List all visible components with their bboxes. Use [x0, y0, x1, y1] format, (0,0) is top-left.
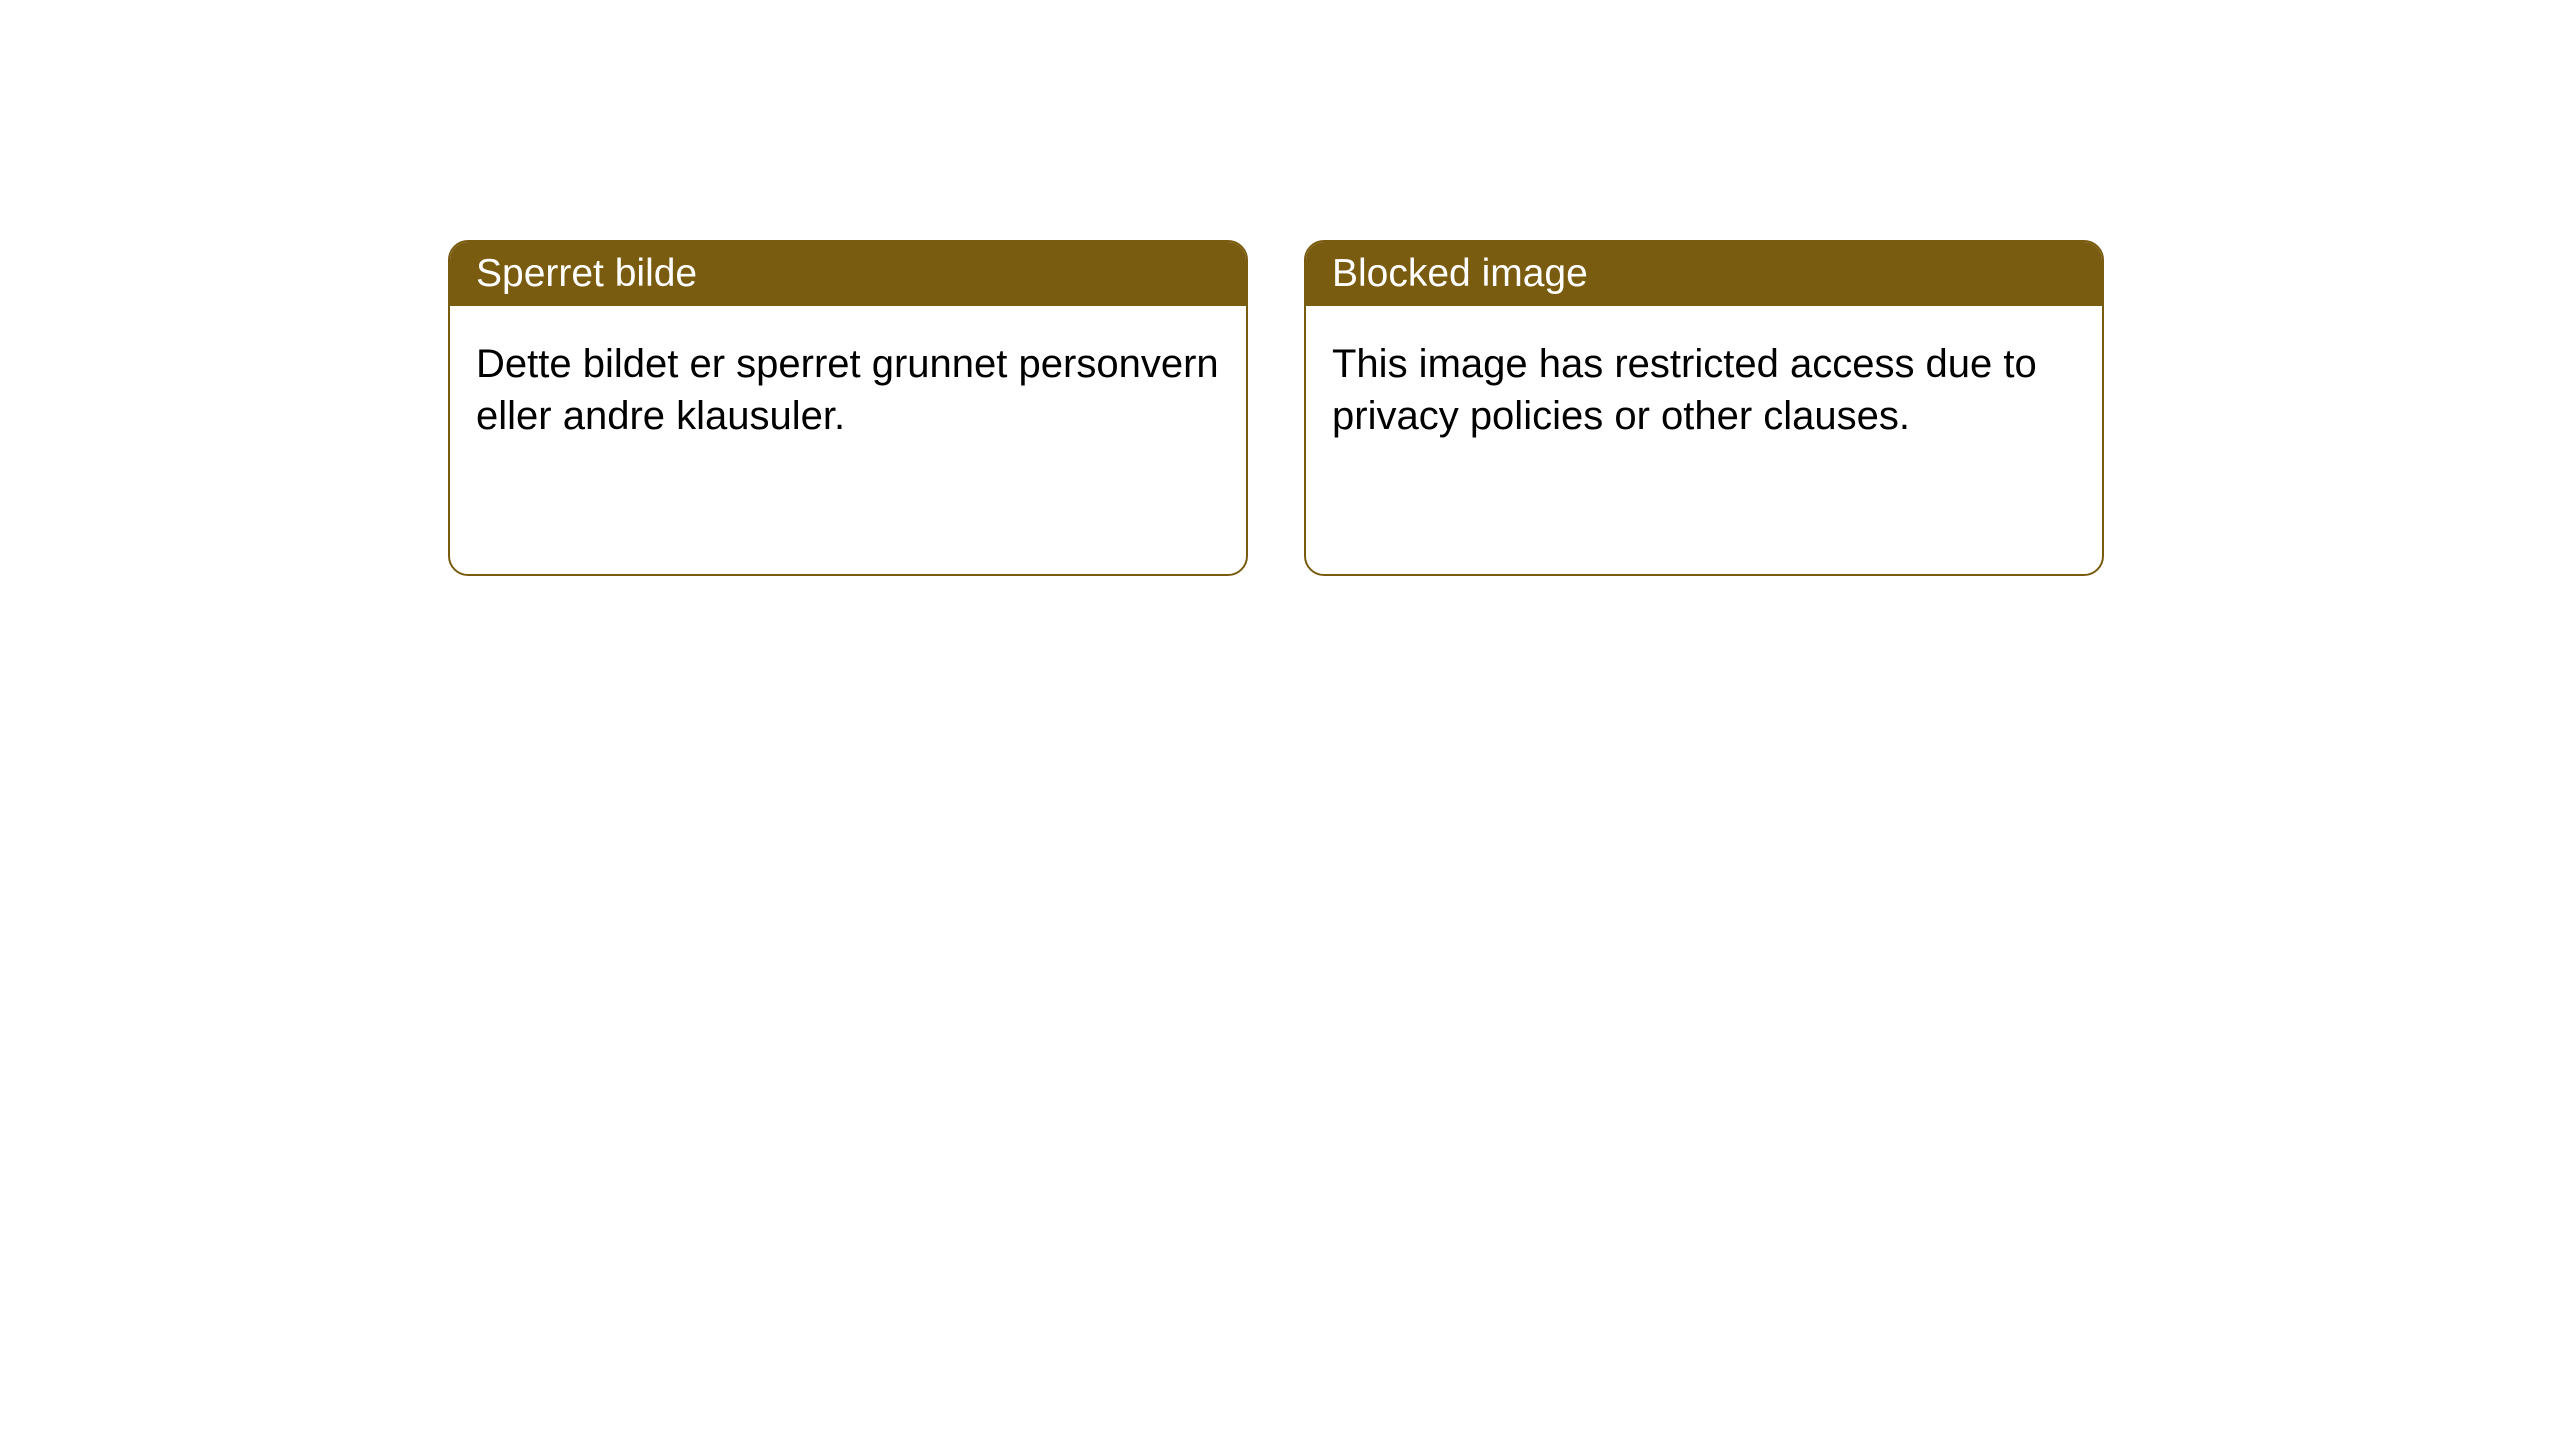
notice-title: Sperret bilde: [476, 252, 697, 295]
notice-card-header: Blocked image: [1306, 242, 2102, 306]
notice-card-body: Dette bildet er sperret grunnet personve…: [450, 306, 1246, 474]
notice-card-norwegian: Sperret bilde Dette bildet er sperret gr…: [448, 240, 1248, 576]
notice-card-english: Blocked image This image has restricted …: [1304, 240, 2104, 576]
notice-body-text: Dette bildet er sperret grunnet personve…: [476, 342, 1219, 438]
notice-title: Blocked image: [1332, 252, 1588, 295]
notice-card-body: This image has restricted access due to …: [1306, 306, 2102, 474]
notice-card-header: Sperret bilde: [450, 242, 1246, 306]
notice-body-text: This image has restricted access due to …: [1332, 342, 2037, 438]
notice-container: Sperret bilde Dette bildet er sperret gr…: [0, 0, 2560, 576]
